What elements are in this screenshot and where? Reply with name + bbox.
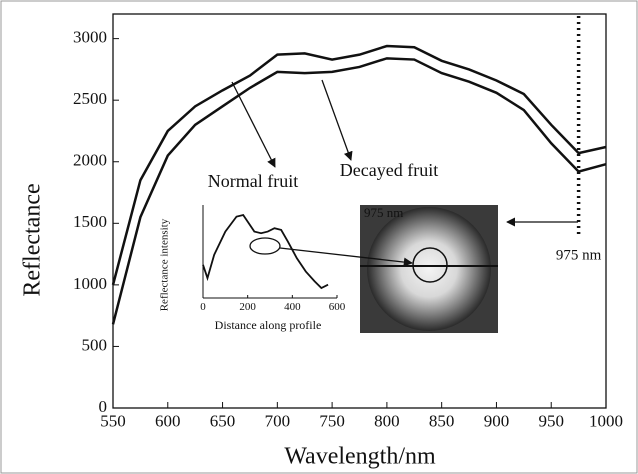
x-tick-label: 700 bbox=[265, 411, 291, 430]
marker-label: 975 nm bbox=[556, 247, 602, 263]
y-tick-label: 1500 bbox=[73, 212, 107, 231]
x-tick-label: 0 bbox=[200, 301, 206, 313]
series-line bbox=[111, 44, 607, 286]
y-axis-title: Reflectance bbox=[20, 183, 46, 296]
plot-frame bbox=[112, 13, 607, 409]
x-tick-label: 400 bbox=[284, 301, 301, 313]
image-label: 975 nm bbox=[364, 205, 403, 220]
x-tick-label: 600 bbox=[155, 411, 181, 430]
x-tick-label: 900 bbox=[484, 411, 510, 430]
y-tick-label: 2000 bbox=[73, 151, 107, 170]
fruit-image bbox=[360, 205, 498, 333]
x-tick-label: 1000 bbox=[589, 411, 623, 430]
x-tick-label: 850 bbox=[429, 411, 455, 430]
x-tick-label: 750 bbox=[319, 411, 345, 430]
series-line bbox=[111, 57, 607, 325]
x-tick-label: 550 bbox=[100, 411, 126, 430]
inset-x-title: Distance along profile bbox=[215, 318, 322, 332]
inset-y-title: Reflectance intensity bbox=[159, 218, 171, 311]
annotation: Normal fruit bbox=[208, 171, 298, 191]
y-tick-label: 1000 bbox=[73, 274, 107, 293]
x-axis-title: Wavelength/nm bbox=[284, 444, 436, 470]
y-tick-label: 0 bbox=[99, 397, 108, 416]
series-line bbox=[202, 213, 329, 290]
x-tick-label: 200 bbox=[239, 301, 256, 313]
y-tick-label: 500 bbox=[82, 335, 108, 354]
y-tick-label: 2500 bbox=[73, 89, 107, 108]
y-tick-label: 3000 bbox=[73, 28, 107, 47]
x-tick-label: 600 bbox=[329, 301, 346, 313]
x-tick-label: 800 bbox=[374, 411, 400, 430]
x-tick-label: 950 bbox=[538, 411, 564, 430]
x-tick-label: 650 bbox=[210, 411, 236, 430]
annotation: Decayed fruit bbox=[340, 160, 438, 180]
